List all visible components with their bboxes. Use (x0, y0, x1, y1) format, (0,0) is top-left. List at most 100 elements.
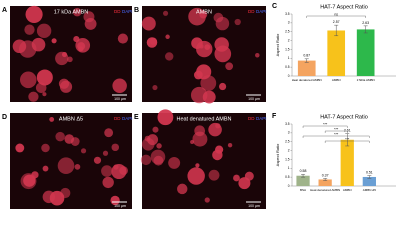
panel-letter: D (2, 114, 7, 121)
cell-blob (255, 53, 260, 58)
cell-blob (70, 137, 80, 146)
error-bar (304, 58, 309, 63)
cell-blob (190, 139, 195, 144)
y-tick-label: 0.5 (285, 175, 290, 179)
x-tick-label: AMBN (332, 78, 341, 82)
cell-blob (36, 69, 53, 86)
cell-blob (60, 187, 71, 199)
cell-blob (31, 37, 46, 52)
cell-blob (188, 7, 206, 26)
value-label: 0.37 (322, 173, 329, 177)
value-label: 2.61 (344, 128, 351, 132)
panel-title: AMBN Δ5 (59, 116, 83, 122)
cell-blob (140, 154, 152, 166)
value-label: 0.51 (366, 170, 373, 174)
bar (356, 29, 375, 76)
cell-blob (156, 143, 162, 149)
cell-blob (177, 183, 188, 195)
scale-label: 100 µm (114, 204, 126, 208)
cell-blob (42, 165, 49, 172)
cell-blob (55, 131, 65, 142)
cell-blob (42, 92, 47, 97)
bar (296, 175, 310, 186)
y-tick-label: 1.5 (285, 157, 290, 161)
cell-blob (165, 52, 174, 61)
cell-blob (41, 143, 50, 153)
cell-blob (102, 176, 114, 189)
cell-blob (15, 143, 25, 153)
y-tick-label: 0.5 (285, 65, 290, 69)
cell-blob (74, 164, 81, 170)
cell-blob (72, 7, 82, 17)
stain-label: DD (248, 9, 255, 14)
scale-label: 100 µm (248, 97, 260, 101)
panel-title: Heat denatured AMBN (176, 116, 231, 122)
scale-label: 100 µm (248, 204, 260, 208)
y-tick-label: 2.5 (285, 140, 290, 144)
error-bar (301, 174, 306, 178)
significance-label: *** (345, 137, 350, 141)
cell-blob (147, 134, 159, 146)
panel-title: AMBN (196, 9, 212, 15)
cell-blob (168, 156, 181, 169)
panel-letter: E (134, 114, 139, 121)
cell-blob (12, 39, 27, 54)
cell-blob (195, 163, 200, 168)
error-bar (334, 24, 339, 37)
panel-letter: A (2, 7, 7, 14)
cell-blob (110, 195, 120, 206)
y-tick-label: 2 (288, 38, 290, 42)
y-tick-label: 0 (288, 74, 290, 78)
error-bar (363, 25, 368, 34)
cell-blob (244, 171, 254, 181)
x-tick-label: AMBN (343, 188, 352, 192)
cell-blob (51, 38, 57, 44)
cell-blob (196, 64, 212, 80)
cell-blob (208, 169, 220, 181)
y-tick-label: 3 (288, 21, 290, 25)
stain-label: DAPI (256, 116, 267, 121)
error-bar (367, 175, 372, 179)
x-tick-label: 17kDa AMBN (357, 78, 375, 82)
bar (340, 139, 354, 186)
stain-label: DD (114, 116, 121, 121)
cell-blob (23, 174, 36, 187)
cell-blob (146, 37, 158, 48)
y-tick-label: 2.5 (285, 30, 290, 34)
cell-blob (67, 56, 73, 63)
bar (362, 176, 376, 186)
cell-blob (202, 90, 216, 104)
cell-blob (101, 165, 113, 177)
x-tick-label: Heat denatured AMBN (292, 78, 322, 82)
significance-bracket (324, 130, 348, 133)
cell-blob (119, 166, 128, 175)
bar (327, 30, 346, 76)
x-tick-label: AMBN Δ5 (363, 188, 377, 192)
significance-label: *** (334, 127, 339, 131)
error-bar (345, 133, 350, 147)
significance-label: *** (323, 122, 328, 126)
cell-blob (152, 84, 158, 91)
value-label: 0.58 (300, 169, 307, 173)
y-tick-label: 2 (288, 148, 290, 152)
y-tick-label: 3.5 (285, 12, 290, 16)
significance-bracket (302, 135, 370, 138)
cell-blob (157, 109, 174, 126)
cell-blob (93, 156, 102, 164)
cell-blob (162, 10, 169, 16)
y-axis-label: Aspect Ratio (275, 143, 280, 166)
cell-blob (57, 157, 75, 174)
cell-blob (234, 18, 241, 26)
significance-bracket (302, 125, 348, 128)
bar (297, 60, 316, 76)
cell-blob (196, 40, 213, 58)
significance-bracket (306, 15, 366, 18)
panel-letter: C (272, 3, 277, 10)
cell-blob (214, 37, 229, 52)
significance-label: *** (334, 132, 339, 136)
panel-letter: F (272, 113, 277, 120)
value-label: 2.57 (333, 20, 340, 24)
cell-blob (24, 24, 35, 35)
cell-blob (84, 17, 97, 30)
